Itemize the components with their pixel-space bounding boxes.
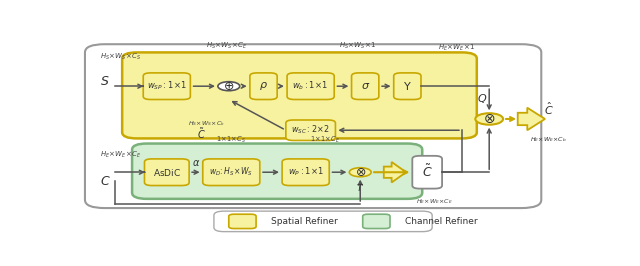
Text: $H_S\!\times\!W_S\!\times\!1$: $H_S\!\times\!W_S\!\times\!1$: [339, 41, 376, 51]
Text: $\Upsilon$: $\Upsilon$: [403, 80, 412, 92]
Text: $\rho$: $\rho$: [259, 80, 268, 92]
Polygon shape: [518, 108, 545, 130]
Text: Spatial Refiner: Spatial Refiner: [271, 217, 338, 226]
Text: $w_P:1\!\times\!1$: $w_P:1\!\times\!1$: [287, 166, 324, 178]
Text: $\otimes$: $\otimes$: [483, 112, 495, 126]
Text: $\otimes$: $\otimes$: [355, 166, 366, 179]
FancyBboxPatch shape: [122, 52, 477, 138]
Text: $\mathrm{AsDiC}$: $\mathrm{AsDiC}$: [153, 167, 181, 178]
Text: $w_D\!:H_S\!\times\! W_S$: $w_D\!:H_S\!\times\! W_S$: [209, 166, 253, 178]
FancyBboxPatch shape: [132, 144, 422, 199]
FancyBboxPatch shape: [250, 73, 277, 99]
Circle shape: [218, 82, 240, 91]
Text: $w_b:1\!\times\!1$: $w_b:1\!\times\!1$: [292, 80, 329, 93]
FancyBboxPatch shape: [143, 73, 190, 99]
FancyBboxPatch shape: [394, 73, 421, 99]
Text: $\hat{C}$: $\hat{C}$: [544, 101, 554, 117]
Text: $H_S\!\times\!W_S\!\times\!C_S$: $H_S\!\times\!W_S\!\times\!C_S$: [100, 51, 141, 62]
FancyBboxPatch shape: [412, 156, 442, 189]
Text: $H_S\!\times\!W_S\!\times\!C_k$: $H_S\!\times\!W_S\!\times\!C_k$: [188, 119, 225, 127]
FancyBboxPatch shape: [85, 44, 541, 208]
FancyBboxPatch shape: [145, 159, 189, 186]
Text: $\alpha$: $\alpha$: [193, 158, 201, 168]
Text: $1\!\times\!1\!\times\!C_S$: $1\!\times\!1\!\times\!C_S$: [216, 134, 246, 144]
Text: $w_{SP}:1\!\times\!1$: $w_{SP}:1\!\times\!1$: [147, 80, 187, 93]
Text: $Q$: $Q$: [477, 92, 487, 105]
Text: $H_S\!\times\!W_S\!\times\!C_E$: $H_S\!\times\!W_S\!\times\!C_E$: [205, 41, 247, 51]
Text: $\tilde{C}$: $\tilde{C}$: [197, 126, 206, 141]
FancyBboxPatch shape: [363, 214, 390, 228]
Text: $w_{SC}:2\!\times\!2$: $w_{SC}:2\!\times\!2$: [291, 124, 330, 136]
Text: $T$: $T$: [356, 182, 364, 193]
FancyBboxPatch shape: [203, 159, 260, 186]
Text: $1\!\times\!1\!\times\!C_E$: $1\!\times\!1\!\times\!C_E$: [310, 134, 340, 144]
Text: $H_E\!\times\!W_E\!\times\!1$: $H_E\!\times\!W_E\!\times\!1$: [438, 43, 476, 53]
Text: $\sigma$: $\sigma$: [360, 81, 370, 91]
Circle shape: [476, 113, 503, 125]
Text: $S$: $S$: [100, 74, 109, 88]
Text: $\tilde{C}$: $\tilde{C}$: [422, 164, 433, 180]
Text: $H_E\!\times\!W_E\!\times\!C_E$: $H_E\!\times\!W_E\!\times\!C_E$: [100, 150, 141, 160]
Text: $H_E\!\times\!W_E\!\times\!C_b$: $H_E\!\times\!W_E\!\times\!C_b$: [531, 135, 567, 144]
FancyBboxPatch shape: [229, 214, 256, 228]
Circle shape: [349, 168, 371, 177]
FancyBboxPatch shape: [287, 73, 334, 99]
FancyBboxPatch shape: [282, 159, 329, 186]
Text: $C$: $C$: [100, 175, 111, 188]
Text: Channel Refiner: Channel Refiner: [405, 217, 477, 226]
Text: $\oplus$: $\oplus$: [223, 80, 234, 93]
Text: $H_E\!\times\!W_E\!\times\!C_E$: $H_E\!\times\!W_E\!\times\!C_E$: [416, 197, 453, 206]
Polygon shape: [384, 162, 406, 182]
FancyBboxPatch shape: [351, 73, 379, 99]
FancyBboxPatch shape: [214, 211, 432, 232]
FancyBboxPatch shape: [286, 120, 335, 140]
